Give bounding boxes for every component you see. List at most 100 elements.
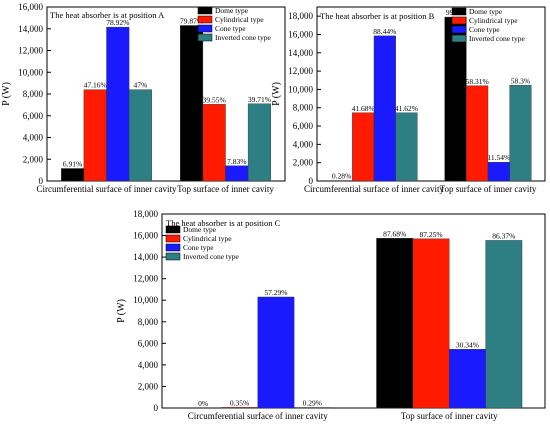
data-label: 47.16% (84, 81, 107, 90)
y-tick-label: 8,000 (293, 103, 314, 113)
y-tick-label: 6,000 (138, 338, 159, 348)
y-tick-label: 0 (154, 403, 159, 413)
bar-cone-type (449, 349, 486, 409)
y-axis-label: P (W) (1, 82, 12, 106)
data-label: 86.37% (492, 231, 515, 240)
chart-panel-2: 0 2,000 4,000 6,000 8,000 10,000 12,000 14,000 1… (271, 6, 546, 194)
bar-inverted-cone-type (293, 407, 331, 409)
y-tick-label: 4,000 (138, 360, 159, 370)
x-tick-label: Top surface of inner cavity (401, 411, 498, 421)
y-tick-label: 16,000 (288, 29, 313, 39)
y-tick-label: 10,000 (18, 67, 43, 77)
data-label: 0.35% (230, 398, 249, 407)
bar-inverted-cone-type (247, 103, 271, 182)
data-label: 47% (134, 81, 148, 90)
legend-entry: Cylindrical type (183, 234, 232, 243)
bar-dome-type (61, 168, 85, 182)
legend-entry: Inverted cone type (183, 252, 239, 261)
data-label: 6.91% (63, 159, 82, 168)
legend-swatch (165, 243, 181, 252)
y-tick-label: 12,000 (18, 46, 43, 56)
y-tick-label: 14,000 (133, 252, 158, 262)
data-label: 30.34% (456, 340, 479, 349)
data-label: 0% (198, 399, 208, 408)
chart-title: The heat absorber is at position B (320, 11, 435, 21)
bar-cone-type (225, 165, 249, 182)
legend-swatch (197, 33, 213, 42)
y-tick-label: 18,000 (133, 209, 158, 219)
bar-cylindrical-type (412, 238, 450, 409)
plot-frame (161, 213, 546, 409)
y-tick-label: 4,000 (293, 139, 314, 149)
data-label: 87.25% (419, 230, 442, 239)
bar-cone-type (257, 296, 295, 409)
bar-cone-type (106, 26, 130, 182)
bar-cylindrical-type (221, 407, 258, 409)
y-tick-label: 0 (309, 176, 314, 186)
y-tick-label: 2,000 (293, 158, 314, 168)
legend-swatch (451, 25, 467, 34)
bar-inverted-cone-type (395, 112, 418, 182)
y-tick-label: 14,000 (18, 24, 43, 34)
bar-cylindrical-type (83, 89, 107, 182)
legend-entry: Dome type (469, 7, 503, 16)
x-tick-label: Circumferential surface of inner cavity (304, 184, 444, 194)
data-label: 39.55% (203, 95, 226, 104)
y-tick-label: 18,000 (288, 11, 313, 21)
legend-entry: Cone type (215, 24, 246, 33)
data-label: 7.83% (227, 157, 246, 166)
legend-swatch (197, 6, 213, 15)
chart-panel-3: 0 2,000 4,000 6,000 8,000 10,000 12,000 14,000 1… (116, 209, 546, 421)
legend-entry: Cone type (183, 243, 214, 252)
legend-entry: Cone type (469, 25, 500, 34)
legend-entry: Inverted cone type (215, 33, 271, 42)
plot-frame (316, 6, 546, 182)
y-tick-label: 0 (39, 176, 44, 186)
x-tick-label: Circumferential surface of inner cavity (188, 411, 328, 421)
data-label: 87.68% (383, 229, 406, 238)
y-axis-label: P (W) (271, 82, 282, 106)
y-tick-label: 14,000 (288, 48, 313, 58)
bar-inverted-cone-type (128, 89, 152, 182)
x-tick-label: Top surface of inner cavity (177, 184, 274, 194)
data-label: 11.54% (487, 153, 510, 162)
y-tick-label: 10,000 (288, 84, 313, 94)
y-tick-label: 16,000 (133, 231, 158, 241)
data-label: 57.29% (264, 288, 287, 297)
legend-entry: Dome type (183, 225, 217, 234)
legend-entry: Cylindrical type (215, 15, 264, 24)
bar-inverted-cone-type (509, 85, 532, 182)
data-label: 39.71% (248, 95, 271, 104)
legend-swatch (165, 234, 181, 243)
y-tick-label: 16,000 (18, 2, 43, 12)
chart-title: The heat absorber is at position C (166, 218, 281, 228)
data-label: 41.62% (395, 104, 418, 113)
legend-swatch (165, 225, 181, 234)
y-tick-label: 2,000 (138, 381, 159, 391)
bar-dome-type (180, 25, 204, 182)
legend-entry: Cylindrical type (469, 16, 518, 25)
y-tick-label: 6,000 (23, 111, 44, 121)
legend-entry: Dome type (215, 6, 249, 15)
data-label: 58.31% (466, 77, 489, 86)
bar-cone-type (487, 162, 510, 182)
y-tick-label: 12,000 (288, 66, 313, 76)
data-label: 41.68% (352, 104, 375, 113)
legend-swatch (197, 24, 213, 33)
data-label: 88.44% (373, 27, 396, 36)
y-tick-label: 10,000 (133, 295, 158, 305)
y-tick-label: 2,000 (23, 154, 44, 164)
bar-cylindrical-type (466, 85, 489, 182)
legend-entry: Inverted cone type (469, 34, 525, 43)
bar-cone-type (373, 35, 396, 182)
y-axis-label: P (W) (116, 299, 127, 323)
legend-swatch (451, 34, 467, 43)
x-tick-label: Circumferential surface of inner cavity (37, 184, 177, 194)
data-label: 78.92% (106, 18, 129, 27)
y-tick-label: 12,000 (133, 274, 158, 284)
y-tick-label: 8,000 (138, 317, 159, 327)
